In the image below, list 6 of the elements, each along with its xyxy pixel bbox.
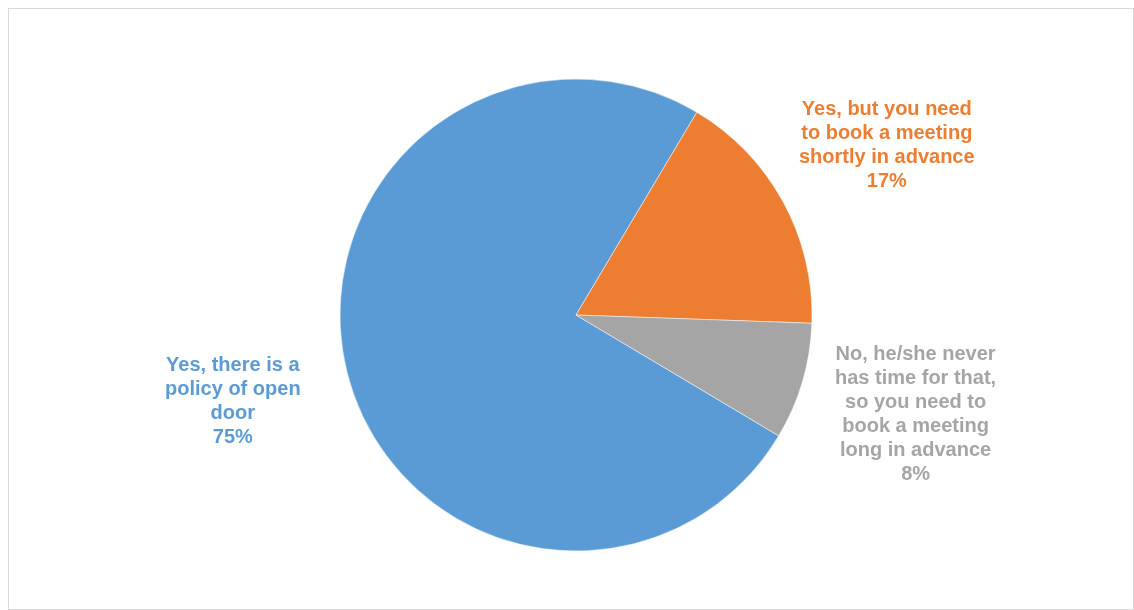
slice-label: No, he/she never has time for that, so you need to book a meeting long in advance — [835, 342, 997, 461]
slice-label: Yes, but you need to book a meeting shortly in advance — [798, 96, 975, 167]
data-label: 17% — [866, 168, 908, 191]
data-label: 8% — [901, 462, 931, 485]
data-label: 75% — [212, 425, 254, 448]
slice-label: Yes, there is a policy of open door — [165, 353, 301, 424]
